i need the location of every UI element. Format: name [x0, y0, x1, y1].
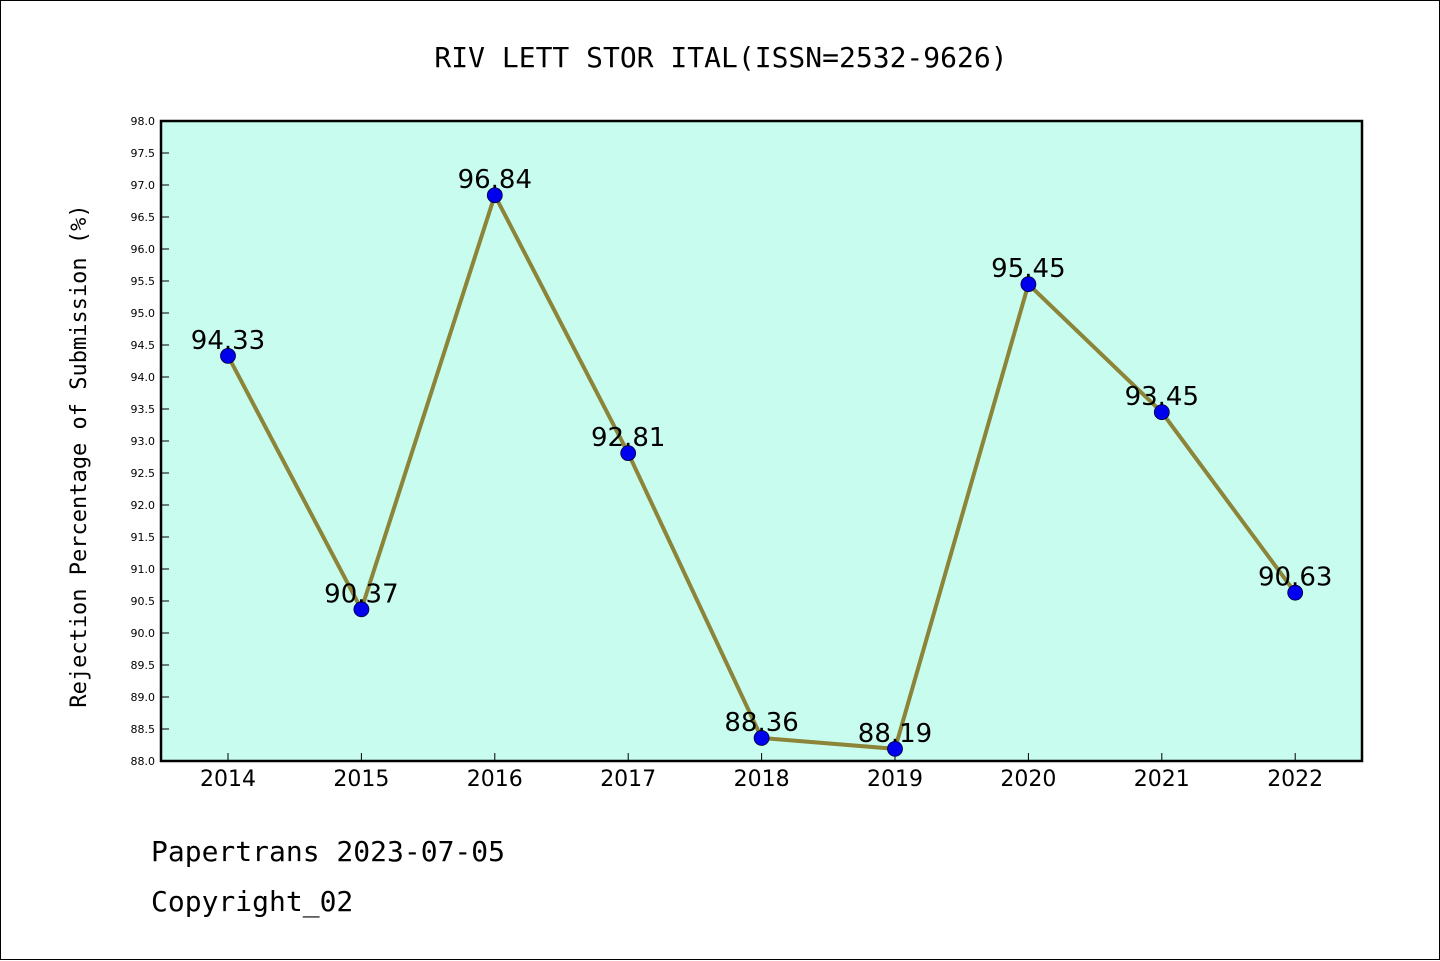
data-label: 95.45	[991, 254, 1065, 284]
x-tick-label: 2019	[867, 767, 923, 792]
y-tick-label: 97.0	[131, 179, 156, 192]
data-point	[1153, 404, 1170, 421]
plot-area	[159, 119, 1364, 763]
x-tick-label: 2021	[1134, 767, 1190, 792]
y-tick-label: 89.0	[131, 691, 156, 704]
y-tick-label: 95.5	[131, 275, 156, 288]
x-tick-label: 2022	[1267, 767, 1323, 792]
data-point	[620, 445, 637, 462]
data-point	[220, 347, 236, 364]
y-tick-label: 90.0	[131, 627, 156, 640]
data-label: 96.84	[458, 165, 532, 195]
data-point	[753, 730, 770, 746]
x-tick-label: 2020	[1000, 767, 1056, 792]
y-tick-label: 94.0	[131, 371, 156, 384]
y-tick-label: 89.5	[131, 659, 156, 672]
y-tick-label: 97.5	[131, 147, 156, 160]
x-tick-label: 2016	[467, 767, 523, 792]
data-point	[1287, 584, 1304, 601]
y-axis-label: Rejection Percentage of Submission (%)	[67, 204, 92, 707]
data-point	[486, 187, 503, 204]
x-axis-ticks: 2014 2015 2016 2017 2018 2019 2020 2021 2022	[200, 753, 1323, 792]
data-point	[887, 740, 903, 757]
y-tick-label: 91.0	[131, 563, 156, 576]
y-tick-label: 94.5	[131, 339, 156, 352]
y-tick-label: 93.0	[131, 435, 156, 448]
data-label: 88.36	[724, 708, 798, 738]
data-label: 90.63	[1258, 563, 1332, 593]
x-tick-label: 2014	[200, 767, 256, 792]
x-tick-label: 2018	[734, 767, 790, 792]
data-point	[1020, 276, 1037, 293]
y-tick-label: 98.0	[131, 115, 156, 128]
data-markers	[220, 187, 1304, 757]
y-tick-label: 92.5	[131, 467, 156, 480]
y-tick-label: 93.5	[131, 403, 156, 416]
footer-date: Papertrans 2023-07-05	[151, 835, 506, 868]
y-tick-label: 96.0	[131, 243, 156, 256]
y-tick-label: 88.0	[131, 755, 156, 768]
x-tick-label: 2017	[600, 767, 656, 792]
data-label: 94.33	[191, 326, 265, 356]
data-label: 92.81	[591, 423, 665, 453]
y-axis-ticks: 88.0 88.5 89.0 89.5 90.0 90.5 91.0 91.5 92.0 92.5…	[131, 115, 169, 768]
data-labels: 94.33 90.37 96.84 92.81 88.36 88.19 95.45 93.45…	[191, 165, 1333, 749]
data-point	[353, 601, 370, 618]
y-tick-label: 88.5	[131, 723, 156, 736]
x-tick-label: 2015	[333, 767, 389, 792]
data-label: 88.19	[858, 719, 932, 749]
y-tick-label: 92.0	[131, 499, 156, 512]
y-tick-label: 95.0	[131, 307, 156, 320]
y-tick-label: 90.5	[131, 595, 156, 608]
y-tick-label: 96.5	[131, 211, 156, 224]
y-tick-label: 91.5	[131, 531, 156, 544]
footer-copyright: Copyright_02	[151, 885, 354, 918]
data-label: 90.37	[324, 579, 398, 609]
chart-title: RIV LETT STOR ITAL(ISSN=2532-9626)	[434, 41, 1007, 74]
data-label: 93.45	[1125, 382, 1199, 412]
